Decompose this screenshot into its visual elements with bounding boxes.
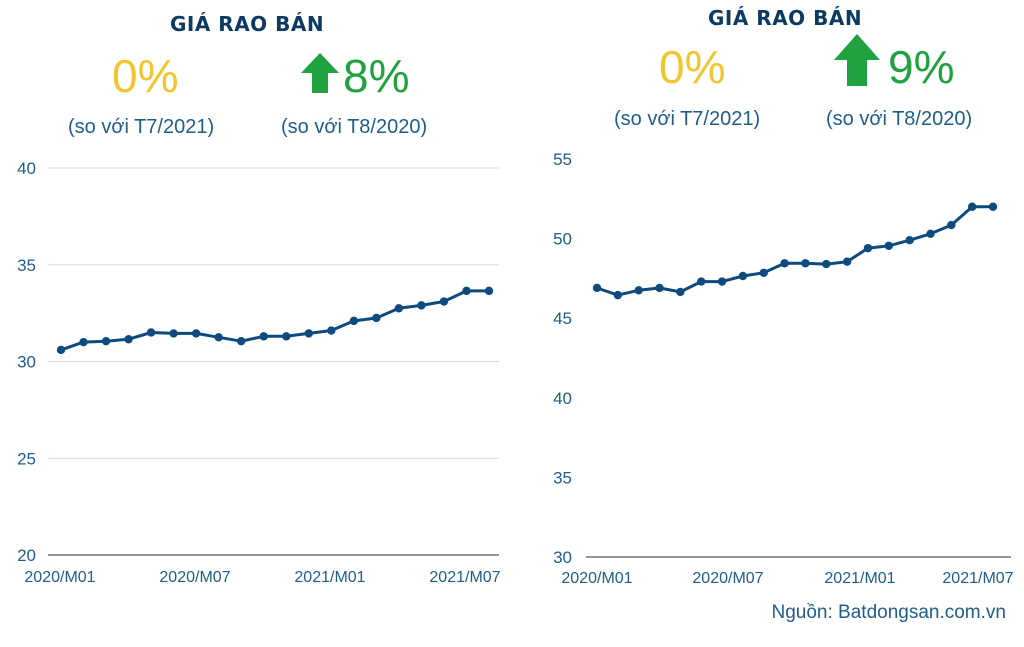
data-point [655, 283, 664, 293]
data-point [613, 290, 623, 300]
yoy-change-value: 8% [343, 50, 410, 102]
data-point [967, 202, 977, 211]
y-tick-label: 40 [553, 389, 572, 408]
data-point [905, 235, 914, 245]
data-point [676, 287, 685, 297]
y-tick-label: 30 [553, 548, 572, 567]
line-chart-right: 30 35 40 45 50 55 2020/M01 2020/M07 2021/M01 2021… [553, 150, 1014, 587]
x-tick-label: 2021/M01 [824, 570, 895, 587]
x-tick-label: 2021/M07 [942, 570, 1013, 587]
y-tick-label: 35 [17, 256, 36, 275]
x-tick-label: 2021/M01 [294, 569, 365, 586]
chart-title: GIÁ RAO BÁN [708, 6, 863, 30]
data-point [79, 337, 88, 347]
data-point [884, 241, 893, 250]
data-point [439, 297, 449, 306]
data-point [214, 333, 223, 342]
data-point [462, 286, 471, 296]
x-tick-label: 2020/M07 [692, 570, 763, 587]
data-point [349, 316, 359, 326]
y-tick-label: 35 [553, 468, 572, 487]
up-arrow-icon [301, 53, 339, 93]
chart-title: GIÁ RAO BÁN [170, 12, 325, 36]
data-point [717, 277, 727, 286]
mom-change-label: (so với T7/2021) [614, 108, 761, 130]
data-point [634, 286, 643, 295]
x-tick-label: 2020/M01 [24, 569, 95, 586]
data-point [417, 301, 426, 310]
data-point [327, 326, 336, 335]
x-tick-label: 2020/M01 [561, 570, 632, 587]
series-line [595, 205, 995, 297]
data-point [56, 345, 66, 355]
up-arrow-icon [834, 34, 880, 86]
data-point [124, 335, 133, 344]
y-tick-label: 25 [17, 449, 36, 468]
mom-change-label: (so với T7/2021) [68, 116, 215, 138]
line-chart-left: 20 25 30 35 40 2020/M01 2020/M07 2021/M01 2021/M… [17, 159, 501, 586]
y-tick-label: 30 [17, 353, 36, 372]
data-point [863, 243, 873, 253]
data-point [780, 259, 789, 268]
y-tick-label: 50 [553, 230, 572, 249]
data-point [842, 257, 852, 266]
data-point [169, 329, 178, 338]
yoy-change-value: 9% [888, 41, 955, 93]
data-point [282, 332, 291, 341]
data-point [801, 259, 810, 268]
yoy-change-label: (so với T8/2020) [281, 116, 428, 138]
data-point [926, 229, 935, 239]
y-tick-label: 20 [17, 546, 36, 565]
yoy-change-label: (so với T8/2020) [826, 108, 973, 130]
data-point [697, 277, 706, 286]
data-point [484, 286, 494, 296]
x-tick-label: 2020/M07 [159, 569, 230, 586]
data-point [592, 283, 602, 293]
mom-change-value: 0% [112, 50, 179, 102]
chart-panel-right: GIÁ RAO BÁN 0% 9% (so với T7/2021) (so v… [512, 0, 1024, 647]
data-point [259, 332, 268, 341]
data-point [759, 268, 768, 278]
y-tick-label: 45 [553, 309, 572, 328]
source-note: Nguồn: Batdongsan.com.vn [771, 602, 1007, 623]
data-point [947, 220, 956, 230]
data-point [191, 329, 201, 338]
data-point [988, 202, 998, 211]
data-point [822, 259, 831, 269]
x-tick-label: 2021/M07 [429, 569, 500, 586]
mom-change-value: 0% [659, 41, 726, 93]
data-point [738, 271, 748, 281]
data-point [101, 336, 111, 346]
chart-panel-left: GIÁ RAO BÁN 0% 8% (so với T7/2021) (so v… [17, 12, 501, 586]
data-point [146, 328, 156, 337]
data-point [372, 313, 381, 323]
data-point [304, 329, 313, 338]
data-point [394, 304, 404, 313]
y-tick-label: 55 [553, 150, 572, 169]
data-point [237, 336, 246, 346]
y-tick-label: 40 [17, 159, 36, 178]
